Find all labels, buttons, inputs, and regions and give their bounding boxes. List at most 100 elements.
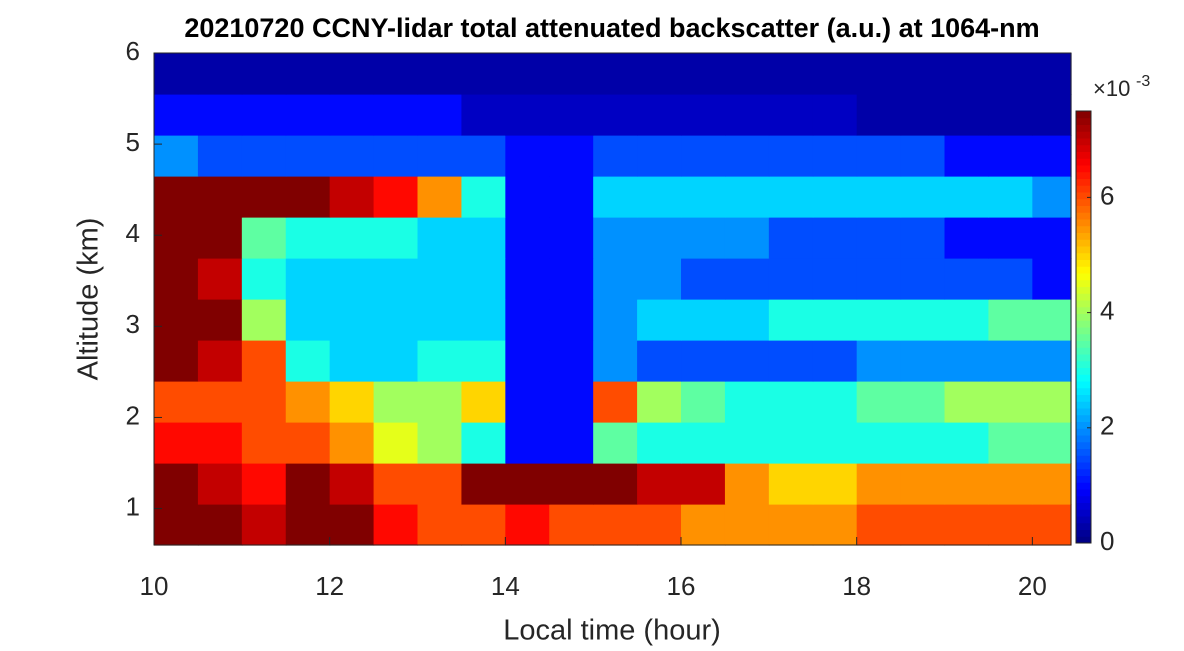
heat-cell	[329, 135, 375, 177]
heat-cell	[461, 463, 506, 505]
heat-cell	[724, 94, 770, 136]
heat-cell	[900, 463, 946, 505]
colorbar-swatch	[1076, 354, 1091, 362]
heat-cell	[241, 94, 287, 136]
heat-cell	[856, 422, 902, 464]
heat-cell	[285, 176, 331, 218]
colorbar-swatch	[1076, 414, 1091, 422]
colorbar-swatch	[1076, 313, 1091, 321]
heat-cell	[461, 258, 506, 300]
heat-cell	[373, 94, 419, 136]
heat-cell	[988, 340, 1033, 382]
colorbar-swatch	[1076, 340, 1091, 348]
heat-cell	[285, 53, 331, 95]
heat-cell	[900, 504, 946, 546]
colorbar-swatch	[1076, 117, 1091, 125]
heat-cell	[900, 94, 946, 136]
heat-cell	[724, 176, 770, 218]
chart-title: 20210720 CCNY-lidar total attenuated bac…	[184, 13, 1039, 43]
heat-cell	[724, 135, 770, 177]
heat-cell	[768, 135, 814, 177]
heat-cell	[1032, 504, 1072, 546]
colorbar-swatch	[1076, 394, 1091, 402]
colorbar-swatch	[1076, 138, 1091, 146]
colorbar-swatch	[1076, 111, 1091, 119]
heat-cell	[724, 53, 770, 95]
heat-cell	[241, 299, 287, 341]
heat-cell	[944, 94, 990, 136]
heat-cell	[154, 463, 199, 505]
heat-cell	[154, 340, 199, 382]
heat-cell	[417, 340, 463, 382]
heat-cell	[285, 422, 331, 464]
heat-cell	[197, 258, 243, 300]
heat-cell	[944, 422, 990, 464]
heat-cell	[417, 299, 463, 341]
colorbar-tick-label: 6	[1100, 180, 1114, 210]
heat-cell	[373, 299, 419, 341]
y-tick-label: 2	[126, 400, 140, 430]
heat-cell	[373, 504, 419, 546]
heat-cell	[900, 258, 946, 300]
heat-cell	[154, 53, 199, 95]
heat-cell	[988, 381, 1033, 423]
heat-cell	[329, 340, 375, 382]
heat-cell	[900, 217, 946, 259]
heat-cell	[593, 135, 638, 177]
heat-cell	[944, 381, 990, 423]
heat-cell	[593, 463, 638, 505]
colorbar-swatch	[1076, 529, 1091, 537]
colorbar-swatch	[1076, 151, 1091, 159]
heat-cell	[549, 94, 594, 136]
heat-cell	[329, 53, 375, 95]
heat-cell	[373, 463, 419, 505]
y-axis-label: Altitude (km)	[73, 218, 105, 381]
heat-cell	[549, 422, 594, 464]
heat-cell	[241, 53, 287, 95]
heat-cell	[637, 299, 682, 341]
heat-cell	[593, 340, 638, 382]
heat-cell	[505, 422, 550, 464]
heat-cell	[549, 135, 594, 177]
heat-cell	[1032, 381, 1072, 423]
heat-cell	[593, 381, 638, 423]
heat-cell	[900, 299, 946, 341]
heat-cell	[329, 176, 375, 218]
heat-cell	[681, 340, 726, 382]
heat-cell	[768, 94, 814, 136]
heat-cell	[856, 258, 902, 300]
heat-cell	[988, 94, 1033, 136]
heat-cell	[285, 217, 331, 259]
heat-cell	[944, 53, 990, 95]
heat-cell	[241, 217, 287, 259]
colorbar-tick-label: 2	[1100, 411, 1114, 441]
heat-cell	[154, 422, 199, 464]
colorbar-swatch	[1076, 333, 1091, 341]
heat-cell	[856, 340, 902, 382]
colorbar-swatch	[1076, 198, 1091, 206]
heat-cell	[241, 135, 287, 177]
heat-cell	[637, 422, 682, 464]
heat-cell	[681, 381, 726, 423]
heat-cell	[944, 299, 990, 341]
heat-cell	[637, 135, 682, 177]
colorbar-swatch	[1076, 266, 1091, 274]
heat-cell	[681, 299, 726, 341]
colorbar-swatch	[1076, 360, 1091, 368]
heat-cell	[988, 299, 1033, 341]
heat-cell	[724, 340, 770, 382]
heat-cell	[724, 217, 770, 259]
heat-cell	[285, 258, 331, 300]
heat-cell	[417, 176, 463, 218]
heat-cell	[681, 176, 726, 218]
heat-cell	[812, 463, 858, 505]
heat-cell	[197, 94, 243, 136]
colorbar-swatch	[1076, 252, 1091, 260]
colorbar-swatch	[1076, 286, 1091, 294]
heat-cell	[373, 176, 419, 218]
heat-cell	[285, 340, 331, 382]
heat-cell	[329, 463, 375, 505]
heat-cell	[944, 176, 990, 218]
heat-cell	[768, 463, 814, 505]
heat-cell	[549, 217, 594, 259]
